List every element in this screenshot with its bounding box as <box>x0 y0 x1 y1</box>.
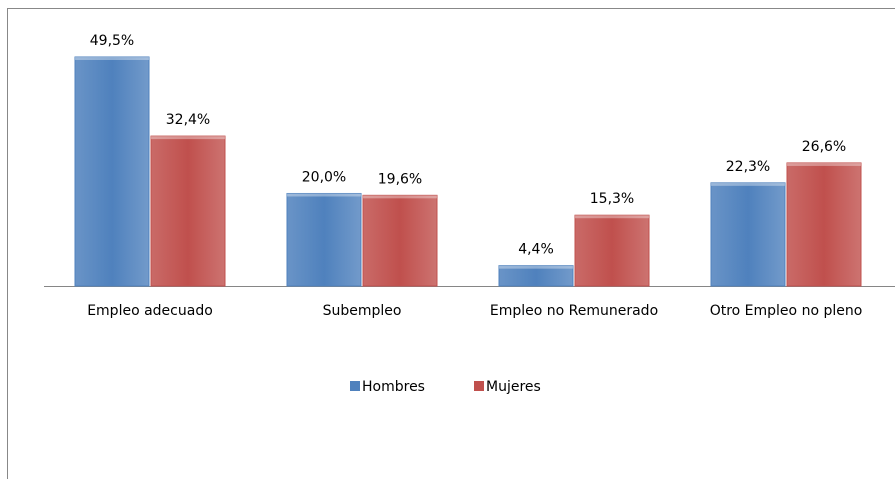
data-label: 22,3% <box>726 159 770 175</box>
bar-top <box>151 136 225 140</box>
bar-top <box>711 182 785 186</box>
bar <box>74 56 150 287</box>
bar-top <box>287 193 361 197</box>
bar <box>710 182 786 287</box>
bar-top <box>363 195 437 199</box>
legend-label: Hombres <box>362 379 425 395</box>
bar <box>362 194 438 287</box>
bar <box>498 265 574 287</box>
data-label: 32,4% <box>166 112 210 128</box>
bar-top <box>787 162 861 166</box>
x-tick-label: Empleo adecuado <box>87 303 213 319</box>
x-tick-label: Empleo no Remunerado <box>490 303 658 319</box>
data-label: 49,5% <box>90 33 134 49</box>
data-label: 19,6% <box>378 171 422 187</box>
legend-swatch <box>350 381 360 391</box>
legend-label: Mujeres <box>486 379 541 395</box>
legend-swatch <box>474 381 484 391</box>
bar-top <box>499 265 573 269</box>
bar <box>286 192 362 287</box>
bar <box>574 214 650 287</box>
bar-top <box>75 57 149 60</box>
data-label: 4,4% <box>518 242 554 258</box>
bar-top <box>575 215 649 219</box>
x-tick-label: Subempleo <box>323 303 402 319</box>
data-label: 26,6% <box>802 139 846 155</box>
x-tick-label: Otro Empleo no pleno <box>710 303 863 319</box>
data-label: 20,0% <box>302 169 346 185</box>
bar <box>150 135 226 287</box>
bar <box>786 162 862 287</box>
data-label: 15,3% <box>590 191 634 207</box>
